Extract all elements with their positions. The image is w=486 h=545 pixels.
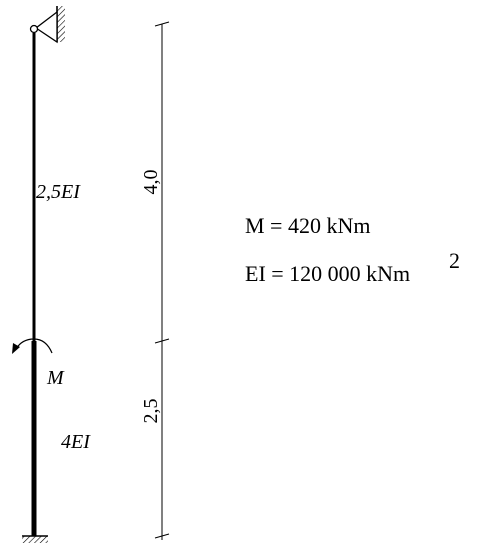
hinge-circle — [29, 24, 39, 34]
top-pin-support — [29, 6, 65, 44]
moment-arrowhead — [12, 343, 20, 354]
dimension-tick-top — [154, 21, 170, 27]
dimension-tick-bottom — [154, 533, 170, 539]
moment-arrow — [12, 338, 53, 354]
ground-hatching — [22, 536, 48, 543]
dimension-line — [154, 21, 170, 540]
dimension-tick-middle — [154, 338, 170, 344]
bottom-fixed-support — [22, 535, 48, 543]
upper-member-stiffness-label: 2,5EI — [36, 181, 81, 203]
given-moment: M = 420 kNm — [245, 213, 370, 238]
given-stiffness: EI = 120 000 kNm — [245, 261, 410, 286]
top-wall-hatching — [57, 6, 65, 42]
lower-member-stiffness-label: 4EI — [61, 431, 91, 453]
upper-length-label: 4,0 — [140, 170, 162, 195]
pin-triangle — [34, 10, 58, 44]
lower-length-label: 2,5 — [140, 399, 162, 424]
given-stiffness-exponent: 2 — [449, 248, 460, 273]
moment-label: M — [46, 367, 65, 389]
